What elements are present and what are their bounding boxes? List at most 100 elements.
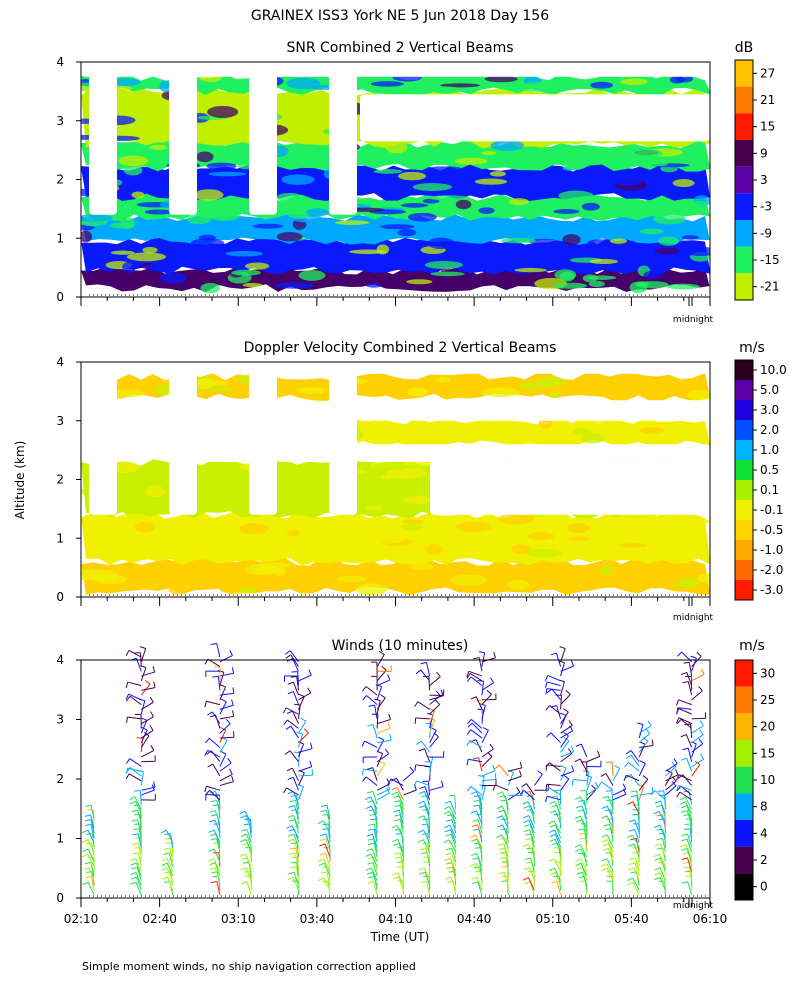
wind-barb — [372, 862, 378, 877]
wind-barb-flag — [387, 722, 391, 729]
wind-barb — [580, 858, 588, 872]
wind-barb-flag — [523, 867, 530, 870]
colorbar-swatch — [735, 360, 753, 380]
wind-barb — [549, 762, 561, 772]
wind-barb-flag — [577, 809, 584, 812]
heatmap-cell — [407, 387, 429, 397]
heatmap-cell — [643, 270, 663, 279]
heatmap-cell — [639, 228, 664, 235]
wind-barb-flag — [482, 727, 489, 731]
wind-barb-flag — [470, 696, 477, 700]
heatmap-cell — [623, 148, 663, 159]
wind-barb — [560, 662, 565, 677]
wind-barb-flag — [320, 809, 327, 813]
heatmap-cell — [481, 387, 521, 398]
wind-barb — [135, 862, 142, 877]
wind-barb-flag — [210, 642, 217, 646]
heatmap-cell — [386, 250, 404, 261]
wind-barb-flag — [82, 848, 89, 852]
wind-barb — [425, 848, 431, 862]
wind-barb-flag — [524, 790, 531, 794]
wind-barb-flag — [441, 780, 444, 787]
heatmap-cell — [674, 518, 710, 525]
wind-barb-flag — [284, 750, 291, 755]
colorbar-label: 21 — [760, 93, 775, 107]
wind-barb-flag — [443, 805, 450, 810]
wind-barb-flag — [387, 674, 391, 681]
wind-barb-flag — [384, 748, 390, 755]
heatmap-cell — [275, 282, 315, 289]
wind-barb-flag — [563, 708, 569, 713]
wind-barb-flag — [445, 852, 452, 856]
wind-barb-flag — [575, 743, 582, 747]
wind-barb-flag — [361, 769, 364, 776]
heatmap-cell — [122, 261, 136, 273]
colorbar-swatch — [735, 873, 753, 900]
doppler-plot-area — [81, 362, 710, 596]
wind-barb — [481, 682, 494, 691]
wind-barb-flag — [521, 783, 527, 788]
heatmap-cell — [200, 282, 221, 294]
heatmap-cell — [428, 195, 469, 201]
wind-barb — [554, 824, 562, 839]
wind-barb — [399, 852, 404, 867]
wind-barb — [481, 770, 496, 777]
wind-barb — [448, 839, 457, 853]
wind-barb-flag — [287, 681, 294, 685]
heatmap-cell — [321, 244, 358, 251]
wind-barb — [296, 862, 300, 877]
wind-barb — [638, 778, 649, 791]
wind-barb — [691, 743, 704, 753]
wind-barb-flag — [576, 819, 583, 823]
wind-barb-flag — [290, 675, 297, 678]
wind-barb-flag — [413, 780, 417, 787]
heatmap-cell — [500, 237, 536, 244]
wind-barb-flag — [603, 823, 610, 827]
colorbar-label: -3 — [760, 200, 772, 214]
wind-barb — [424, 791, 431, 805]
wind-barb-flag — [394, 852, 401, 855]
wind-barb — [691, 717, 706, 720]
no-data-gap — [360, 94, 710, 142]
wind-barb-flag — [130, 872, 137, 876]
wind-barb-flag — [466, 676, 472, 682]
wind-barb — [420, 669, 430, 682]
colorbar-label: 2.0 — [760, 423, 779, 437]
wind-barb — [246, 829, 252, 843]
wind-barb-flag — [232, 710, 235, 717]
colorbar-label: 10 — [760, 773, 775, 787]
heatmap-band — [81, 140, 710, 172]
heatmap-cell — [614, 175, 642, 187]
wind-barb-flag — [675, 785, 679, 792]
y-tick-label: 1 — [56, 832, 64, 846]
wind-barb — [324, 853, 331, 867]
wind-barb — [601, 781, 614, 791]
heatmap-cell — [558, 190, 594, 201]
colorbar-swatch — [735, 520, 753, 540]
wind-barb — [245, 815, 252, 829]
wind-barb-flag — [231, 667, 235, 674]
wind-barb-flag — [582, 770, 589, 773]
wind-barb-flag — [628, 867, 635, 871]
wind-barb — [166, 862, 174, 877]
heatmap-band — [81, 213, 710, 246]
wind-barb — [501, 834, 509, 848]
wind-barb — [377, 719, 391, 725]
winds-title: Winds (10 minutes) — [332, 638, 469, 654]
wind-barb — [137, 843, 142, 858]
wind-barb — [546, 764, 561, 768]
wind-barb-flag — [149, 696, 154, 703]
wind-barb — [448, 811, 457, 824]
wind-barb-flag — [132, 852, 139, 855]
wind-barb — [376, 669, 387, 682]
wind-barb-flag — [435, 690, 441, 696]
wind-barb-flag — [367, 881, 374, 884]
heatmap-cell — [371, 534, 405, 544]
heatmap-cell — [355, 583, 388, 596]
wind-barb-flag — [212, 675, 219, 678]
snr-midnight-label: midnight — [673, 315, 714, 325]
wind-barb-flag — [379, 760, 385, 765]
wind-barb-flag — [419, 786, 426, 790]
colorbar-label: 3.0 — [760, 403, 779, 417]
wind-barb — [293, 834, 299, 848]
